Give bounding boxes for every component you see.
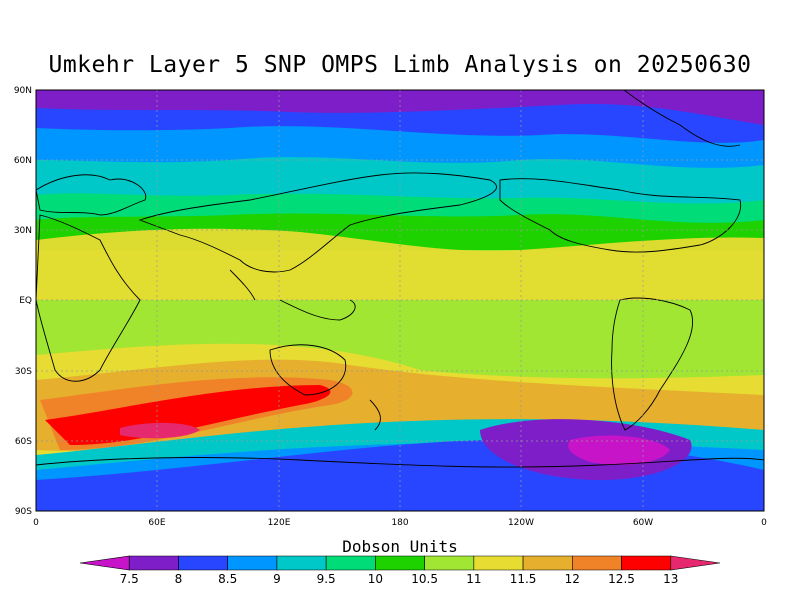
colorbar-swatch bbox=[522, 555, 573, 571]
colorbar-tick-label: 8 bbox=[175, 572, 183, 586]
lat-label: 60S bbox=[15, 437, 32, 447]
lon-label: 120E bbox=[268, 518, 291, 528]
colorbar-tick-label: 11 bbox=[466, 572, 481, 586]
colorbar-tick-label: 8.5 bbox=[218, 572, 237, 586]
colorbar-swatch bbox=[227, 555, 278, 571]
lat-axis: 90N 60N 30N EQ 30S 60S 90S bbox=[14, 86, 32, 517]
lon-axis: 0 60E 120E 180 120W 60W 0 bbox=[33, 518, 767, 528]
colorbar-tick-label: 12 bbox=[565, 572, 580, 586]
colorbar-swatch bbox=[572, 555, 622, 571]
colorbar: 7.5 8 8.5 9 9.5 10 10.5 11 11.5 12 12.5 13 bbox=[79, 555, 721, 586]
gridlines bbox=[36, 90, 764, 511]
lon-label: 120W bbox=[508, 518, 534, 528]
lat-label: EQ bbox=[19, 296, 32, 306]
colorbar-tick-label: 13 bbox=[663, 572, 678, 586]
lon-label: 60W bbox=[633, 518, 653, 528]
map-frame bbox=[35, 89, 765, 512]
colorbar-swatch bbox=[424, 555, 475, 571]
colorbar-tick-label: 7.5 bbox=[120, 572, 139, 586]
lon-label: 0 bbox=[761, 518, 767, 528]
colorbar-swatch bbox=[621, 555, 672, 571]
colorbar-tick-label: 10.5 bbox=[411, 572, 438, 586]
colorbar-tick-label: 10 bbox=[368, 572, 383, 586]
colorbar-swatch bbox=[670, 555, 721, 571]
colorbar-swatch bbox=[128, 555, 179, 571]
lon-label: 60E bbox=[148, 518, 165, 528]
colorbar-swatch bbox=[375, 555, 425, 571]
chart-title: Umkehr Layer 5 SNP OMPS Limb Analysis on… bbox=[48, 52, 752, 78]
lat-label: 60N bbox=[14, 156, 32, 166]
coastlines bbox=[36, 90, 764, 468]
colorbar-tick-label: 12.5 bbox=[608, 572, 635, 586]
colorbar-tick-label: 9 bbox=[273, 572, 281, 586]
lon-label: 0 bbox=[33, 518, 39, 528]
colorbar-swatch bbox=[178, 555, 228, 571]
lat-label: 90S bbox=[15, 507, 32, 517]
colorbar-tick-label: 11.5 bbox=[510, 572, 537, 586]
colorbar-title: Dobson Units bbox=[342, 537, 458, 556]
lat-label: 30S bbox=[15, 367, 32, 377]
lon-label: 180 bbox=[391, 518, 408, 528]
lat-label: 30N bbox=[14, 226, 32, 236]
colorbar-swatch bbox=[473, 555, 524, 571]
colorbar-tick-label: 9.5 bbox=[317, 572, 336, 586]
colorbar-swatch bbox=[276, 555, 327, 571]
colorbar-swatch bbox=[325, 555, 376, 571]
colorbar-swatch bbox=[79, 555, 130, 571]
lat-label: 90N bbox=[14, 86, 32, 96]
